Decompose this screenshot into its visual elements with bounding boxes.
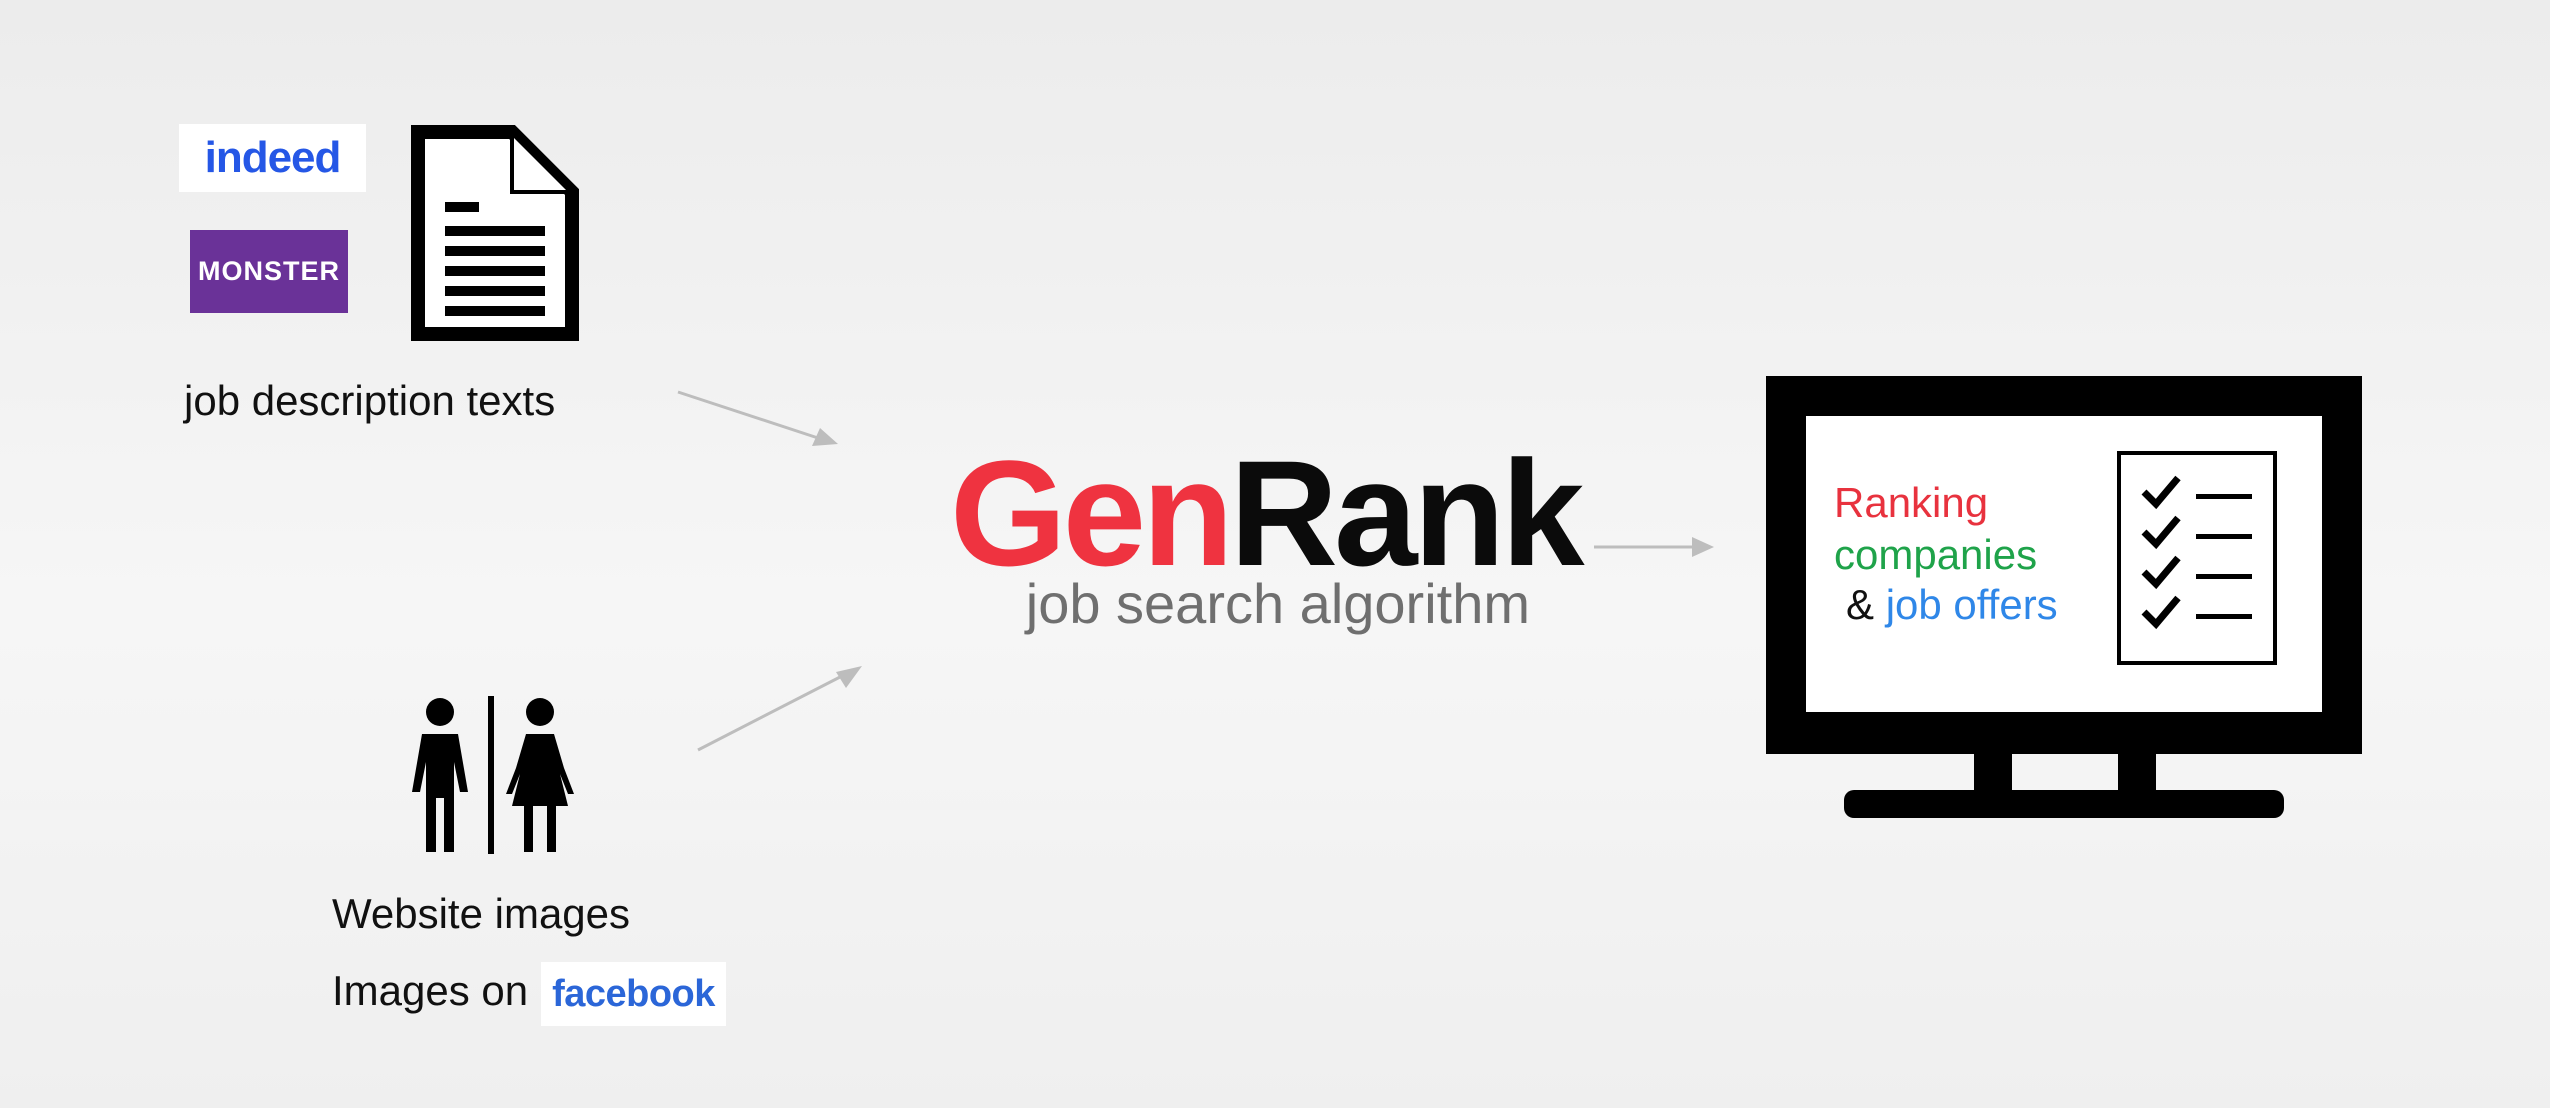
facebook-logo-text: facebook xyxy=(552,972,715,1015)
checklist-icon xyxy=(2117,451,2277,665)
document-icon xyxy=(411,125,579,341)
job-description-label: job description texts xyxy=(184,377,556,424)
indeed-logo: indeed xyxy=(179,124,366,192)
indeed-logo-text: indeed xyxy=(204,133,342,182)
job-offers-line: & job offers xyxy=(1846,584,2058,626)
title-rank: Rank xyxy=(1229,429,1585,597)
website-images-label: Website images xyxy=(332,890,631,937)
companies-label: companies xyxy=(1834,531,2038,578)
images-on-label: Images on xyxy=(332,967,529,1014)
monster-logo: MONSTER xyxy=(190,230,348,313)
monster-logo-text: MONSTER xyxy=(198,256,340,286)
ranking-label: Ranking xyxy=(1834,479,1989,526)
title-gen: Gen xyxy=(950,429,1234,597)
ampersand: & xyxy=(1846,581,1875,628)
restroom-people-icon xyxy=(412,696,574,854)
arrow-icon-images-to-genrank xyxy=(697,666,862,752)
arrow-icon-text-to-genrank xyxy=(677,390,838,446)
arrow-icon-genrank-to-output xyxy=(1594,537,1714,557)
genrank-title: GenRank xyxy=(950,438,1585,588)
facebook-logo: facebook xyxy=(541,962,726,1026)
genrank-subtitle: job search algorithm xyxy=(1025,572,1530,635)
job-offers-label: job offers xyxy=(1885,581,2058,628)
